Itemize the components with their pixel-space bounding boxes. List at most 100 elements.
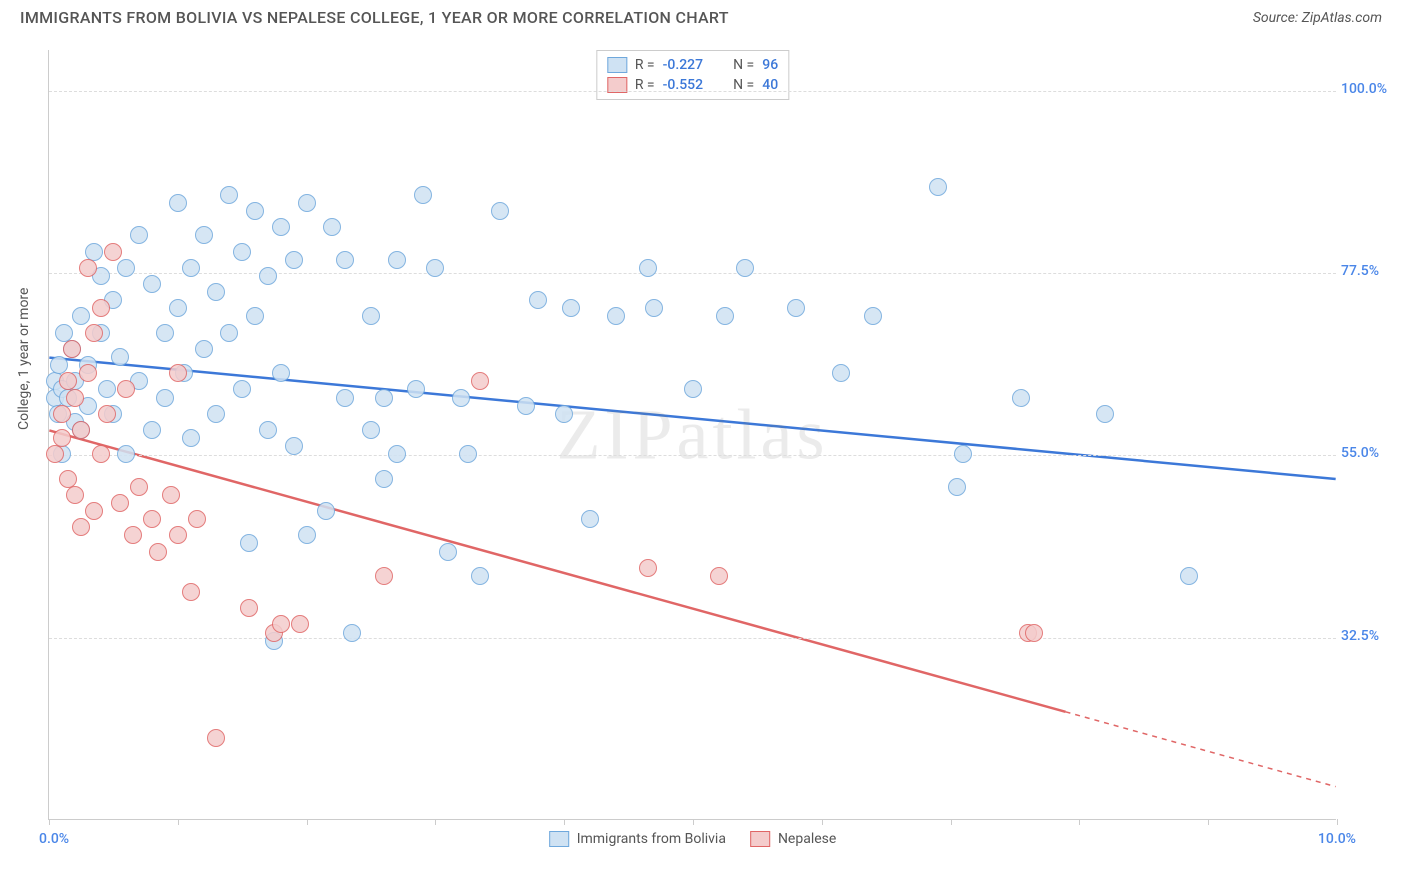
data-point	[272, 364, 290, 382]
data-point	[117, 259, 135, 277]
data-point	[156, 324, 174, 342]
data-point	[220, 186, 238, 204]
data-point	[684, 380, 702, 398]
data-point	[195, 340, 213, 358]
data-point	[188, 510, 206, 528]
data-point	[79, 259, 97, 277]
data-point	[156, 389, 174, 407]
source-label: Source: ZipAtlas.com	[1253, 10, 1382, 26]
data-point	[162, 486, 180, 504]
data-point	[832, 364, 850, 382]
source-name: ZipAtlas.com	[1302, 10, 1382, 26]
legend-series-item: Immigrants from Bolivia	[549, 831, 726, 847]
data-point	[407, 380, 425, 398]
data-point	[517, 397, 535, 415]
data-point	[317, 502, 335, 520]
data-point	[375, 389, 393, 407]
x-tick-mark	[1208, 819, 1209, 825]
data-point	[169, 364, 187, 382]
x-tick-mark	[1337, 819, 1338, 825]
data-point	[182, 429, 200, 447]
data-point	[98, 405, 116, 423]
data-point	[1012, 389, 1030, 407]
legend-stat-row: R =-0.552N =40	[607, 75, 778, 95]
data-point	[452, 389, 470, 407]
data-point	[529, 291, 547, 309]
gridline	[49, 91, 1336, 92]
data-point	[111, 348, 129, 366]
data-point	[85, 502, 103, 520]
data-point	[645, 299, 663, 317]
x-tick-mark	[951, 819, 952, 825]
data-point	[864, 307, 882, 325]
data-point	[92, 445, 110, 463]
data-point	[948, 478, 966, 496]
chart-title: IMMIGRANTS FROM BOLIVIA VS NEPALESE COLL…	[20, 8, 729, 27]
data-point	[716, 307, 734, 325]
legend-swatch	[549, 831, 569, 847]
data-point	[736, 259, 754, 277]
data-point	[581, 510, 599, 528]
data-point	[130, 478, 148, 496]
data-point	[143, 421, 161, 439]
data-point	[607, 307, 625, 325]
gridline	[49, 273, 1336, 274]
data-point	[336, 389, 354, 407]
stat-r-label: R =	[635, 57, 655, 73]
data-point	[66, 486, 84, 504]
data-point	[143, 275, 161, 293]
gridline	[49, 638, 1336, 639]
x-tick-mark	[178, 819, 179, 825]
trend-lines-layer	[49, 50, 1336, 819]
x-tick-mark	[564, 819, 565, 825]
data-point	[388, 251, 406, 269]
plot-area: ZIPatlas R =-0.227N =96R =-0.552N =40 Im…	[48, 50, 1336, 820]
data-point	[46, 445, 64, 463]
data-point	[710, 567, 728, 585]
legend-series-label: Immigrants from Bolivia	[577, 831, 726, 847]
data-point	[259, 421, 277, 439]
legend-series-item: Nepalese	[750, 831, 836, 847]
data-point	[169, 299, 187, 317]
trend-line-extrapolated	[1066, 712, 1336, 787]
data-point	[343, 624, 361, 642]
y-tick-label: 100.0%	[1341, 81, 1396, 97]
x-tick-mark	[693, 819, 694, 825]
data-point	[182, 583, 200, 601]
data-point	[336, 251, 354, 269]
data-point	[195, 226, 213, 244]
data-point	[954, 445, 972, 463]
x-tick-mark	[435, 819, 436, 825]
stat-n-value: 96	[762, 57, 778, 73]
data-point	[233, 243, 251, 261]
data-point	[285, 437, 303, 455]
x-tick-mark	[49, 819, 50, 825]
data-point	[491, 202, 509, 220]
data-point	[1096, 405, 1114, 423]
data-point	[375, 567, 393, 585]
x-max-label: 10.0%	[1318, 831, 1356, 847]
data-point	[53, 429, 71, 447]
data-point	[233, 380, 251, 398]
source-prefix: Source:	[1253, 10, 1302, 26]
legend-series-label: Nepalese	[778, 831, 836, 847]
data-point	[323, 218, 341, 236]
data-point	[207, 729, 225, 747]
y-axis-label: College, 1 year or more	[16, 288, 32, 430]
data-point	[169, 526, 187, 544]
data-point	[375, 470, 393, 488]
data-point	[66, 389, 84, 407]
data-point	[291, 615, 309, 633]
data-point	[414, 186, 432, 204]
legend-stats: R =-0.227N =96R =-0.552N =40	[596, 50, 789, 100]
data-point	[72, 518, 90, 536]
data-point	[169, 194, 187, 212]
y-tick-label: 32.5%	[1341, 628, 1396, 644]
data-point	[104, 243, 122, 261]
data-point	[98, 380, 116, 398]
data-point	[220, 324, 238, 342]
x-tick-mark	[307, 819, 308, 825]
y-tick-label: 77.5%	[1341, 263, 1396, 279]
data-point	[1025, 624, 1043, 642]
data-point	[50, 356, 68, 374]
